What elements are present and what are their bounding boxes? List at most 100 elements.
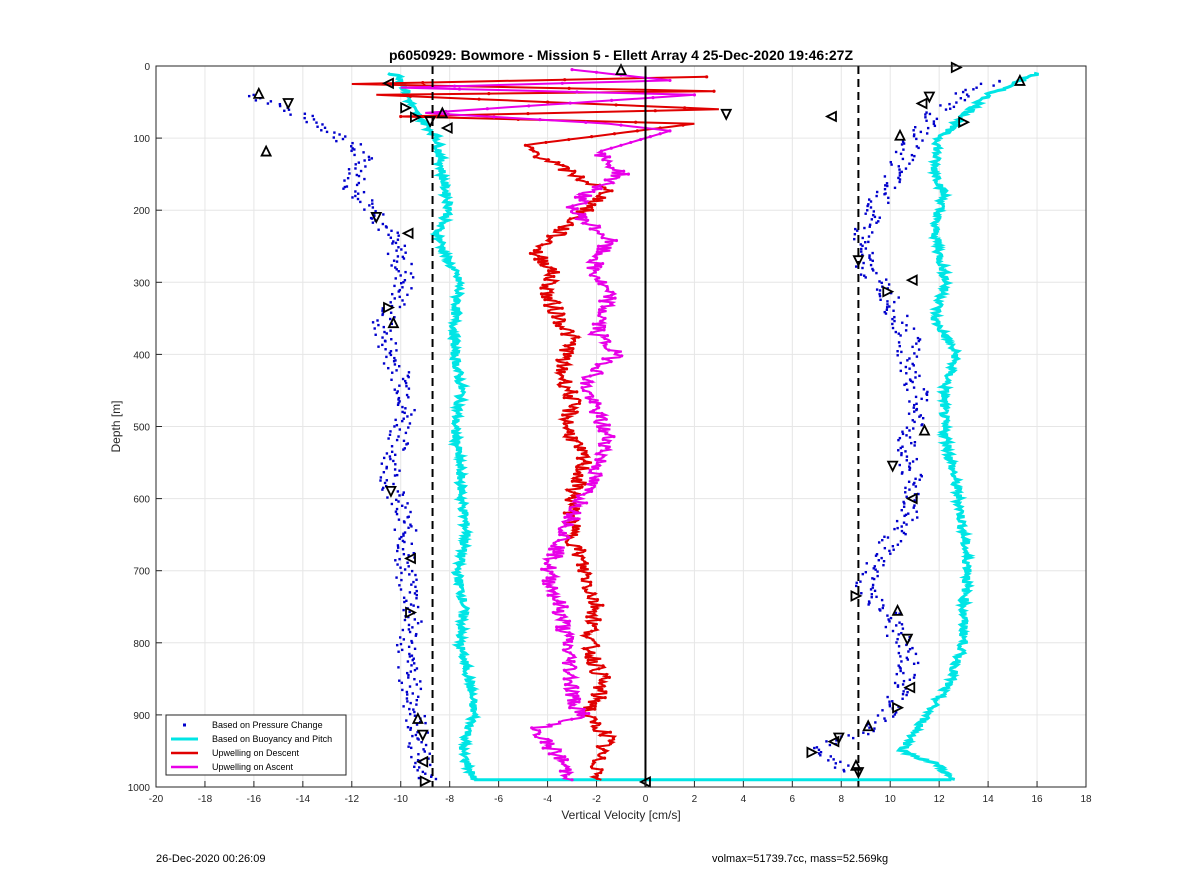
descent-point (408, 94, 413, 98)
descent-point (564, 433, 568, 437)
pressure-point (346, 176, 350, 180)
pressure-point (403, 447, 407, 450)
pressure-point (407, 526, 410, 529)
pressure-point (825, 740, 828, 743)
descent-point (604, 690, 608, 694)
x-tick-label: 16 (1031, 794, 1043, 805)
ascent-point (613, 296, 617, 300)
descent-point (591, 762, 595, 766)
pressure-point (869, 263, 873, 267)
ascent-point (598, 426, 602, 430)
pressure-point (394, 418, 397, 422)
pressure-point (389, 350, 393, 353)
descent-point (681, 123, 685, 127)
pressure-point (894, 711, 898, 714)
ascent-point (567, 535, 571, 540)
pressure-point (351, 196, 354, 199)
pressure-point (964, 88, 967, 92)
pressure-point (420, 620, 423, 623)
pressure-point (949, 107, 952, 110)
descent-point (487, 92, 491, 96)
pressure-point (390, 264, 393, 267)
ascent-point (600, 305, 604, 309)
pressure-point (889, 552, 892, 555)
descent-point (563, 393, 567, 397)
pressure-point (370, 157, 374, 160)
descent-point (562, 312, 566, 316)
pressure-point (885, 182, 889, 185)
pressure-point (404, 251, 407, 254)
pressure-point (403, 303, 406, 306)
pressure-point (415, 723, 419, 726)
pressure-point (396, 549, 399, 553)
ascent-point (577, 504, 582, 508)
pressure-point (888, 305, 891, 308)
pressure-point (394, 359, 397, 362)
pressure-point (866, 209, 869, 212)
pressure-point (921, 416, 925, 420)
pressure-point (390, 450, 394, 453)
ascent-point (592, 484, 597, 488)
descent-point (399, 114, 403, 119)
ascent-point (594, 458, 598, 462)
pressure-point (891, 317, 894, 321)
ascent-point (572, 509, 576, 514)
ascent-point (596, 247, 600, 251)
descent-point (532, 155, 537, 159)
ascent-point (563, 524, 567, 528)
triangle-marker (416, 729, 429, 742)
descent-point (597, 667, 601, 671)
x-tick-label: 12 (934, 794, 946, 805)
pressure-point (409, 603, 413, 606)
pressure-point (911, 419, 914, 422)
ascent-point (612, 434, 616, 439)
x-tick-label: -6 (494, 794, 503, 805)
pressure-point (813, 746, 816, 750)
pressure-point (888, 549, 891, 553)
ascent-point (575, 207, 579, 211)
pressure-point (877, 220, 880, 223)
pressure-point (403, 279, 407, 282)
pressure-point (401, 493, 405, 496)
pressure-point (392, 482, 395, 486)
pressure-point (393, 297, 396, 300)
pressure-point (902, 671, 905, 675)
pressure-point (881, 606, 884, 610)
ascent-point (593, 420, 597, 424)
descent-point (546, 234, 550, 238)
descent-point (575, 465, 579, 469)
pressure-point (870, 218, 874, 221)
ascent-point (588, 391, 593, 395)
ascent-point (607, 155, 612, 159)
descent-point (593, 716, 597, 720)
pressure-point (424, 743, 428, 747)
pressure-point (374, 333, 377, 336)
pressure-point (392, 459, 395, 463)
pressure-point (867, 732, 870, 736)
pressure-point (405, 599, 408, 602)
pressure-point (362, 151, 365, 154)
ascent-point (542, 582, 546, 586)
pressure-point (405, 697, 409, 700)
pressure-point (406, 561, 409, 564)
pressure-point (413, 618, 417, 621)
triangle-marker (915, 97, 928, 110)
ascent-point (582, 492, 586, 496)
descent-point (557, 300, 561, 305)
pressure-point (398, 494, 401, 497)
pressure-point (917, 146, 920, 150)
pressure-point (406, 415, 409, 418)
pressure-point (881, 709, 884, 712)
pressure-point (395, 268, 398, 271)
pressure-point (392, 259, 396, 262)
pressure-point (911, 380, 914, 384)
pressure-point (401, 504, 404, 508)
pressure-point (875, 288, 879, 291)
ascent-point (558, 533, 562, 537)
triangle-marker (720, 108, 733, 121)
pressure-point (904, 486, 907, 490)
pressure-point (891, 629, 895, 633)
pressure-point (388, 317, 392, 321)
pressure-point (399, 642, 403, 646)
pressure-point (914, 376, 917, 379)
